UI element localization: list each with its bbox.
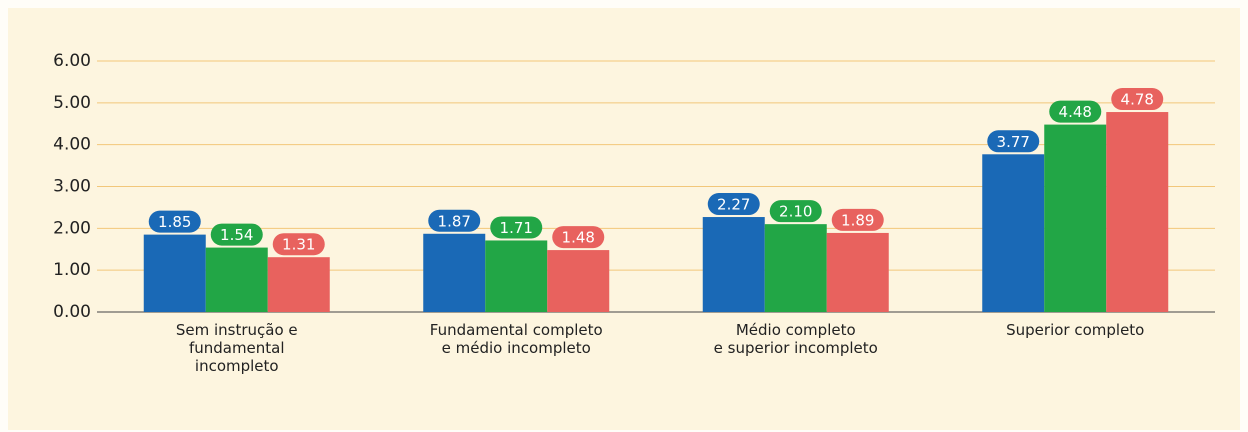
y-tick-label: 3.00: [53, 177, 91, 197]
value-label: 1.85: [158, 213, 191, 231]
x-tick-line: e superior incompleto: [714, 339, 878, 357]
bar: [205, 247, 268, 312]
y-tick-label: 5.00: [53, 93, 91, 113]
value-label: 4.78: [1121, 91, 1154, 109]
value-label: 1.48: [562, 229, 595, 247]
x-tick-label: Fundamental completo e médio incompleto: [430, 321, 603, 357]
value-label: 1.54: [220, 226, 253, 244]
bar: [982, 154, 1045, 312]
bar: [485, 240, 548, 312]
value-label-pill: [490, 216, 543, 239]
x-tick-line: Médio completo: [736, 321, 856, 339]
x-tick-label: Superior completo: [1006, 321, 1144, 339]
bar: [423, 233, 486, 312]
y-tick-label: 1.00: [53, 260, 91, 280]
value-label-pill: [1049, 100, 1102, 123]
bar: [143, 234, 206, 312]
bar: [702, 217, 765, 312]
x-tick-line: fundamental: [189, 339, 285, 357]
value-label-pill: [769, 200, 822, 223]
value-label-pill: [148, 210, 201, 233]
value-label-pill: [707, 193, 760, 216]
x-tick-label: Médio completo e superior incompleto: [714, 321, 878, 357]
value-label: 1.89: [841, 211, 874, 229]
bar: [547, 250, 610, 312]
x-tick-line: Sem instrução e: [176, 321, 298, 339]
value-label-pill: [1111, 88, 1164, 111]
y-tick-label: 4.00: [53, 135, 91, 155]
value-label: 4.48: [1059, 103, 1092, 121]
bar: [764, 224, 827, 312]
value-label: 3.77: [997, 133, 1030, 151]
value-label-pill: [210, 223, 263, 246]
value-label: 1.31: [282, 236, 315, 254]
y-tick-label: 0.00: [53, 302, 91, 322]
x-tick-line: Fundamental completo: [430, 321, 603, 339]
value-label: 2.27: [717, 196, 750, 214]
bar: [267, 257, 330, 312]
bar: [826, 232, 889, 312]
x-tick-line: e médio incompleto: [442, 339, 591, 357]
value-label-pill: [552, 226, 605, 249]
value-label: 2.10: [779, 203, 812, 221]
bar: [1044, 124, 1107, 312]
x-tick-line: Superior completo: [1006, 321, 1144, 339]
value-label-pill: [428, 209, 481, 232]
value-label-pill: [831, 208, 884, 231]
value-label: 1.71: [500, 219, 533, 237]
value-label: 1.87: [438, 212, 471, 230]
y-tick-label: 6.00: [53, 51, 91, 71]
x-tick-label: Sem instrução e fundamental incompleto: [176, 321, 298, 375]
x-tick-line: incompleto: [195, 357, 279, 375]
y-tick-label: 2.00: [53, 218, 91, 238]
value-label-pill: [987, 130, 1040, 153]
bar: [1106, 112, 1169, 312]
value-label-pill: [272, 233, 325, 256]
